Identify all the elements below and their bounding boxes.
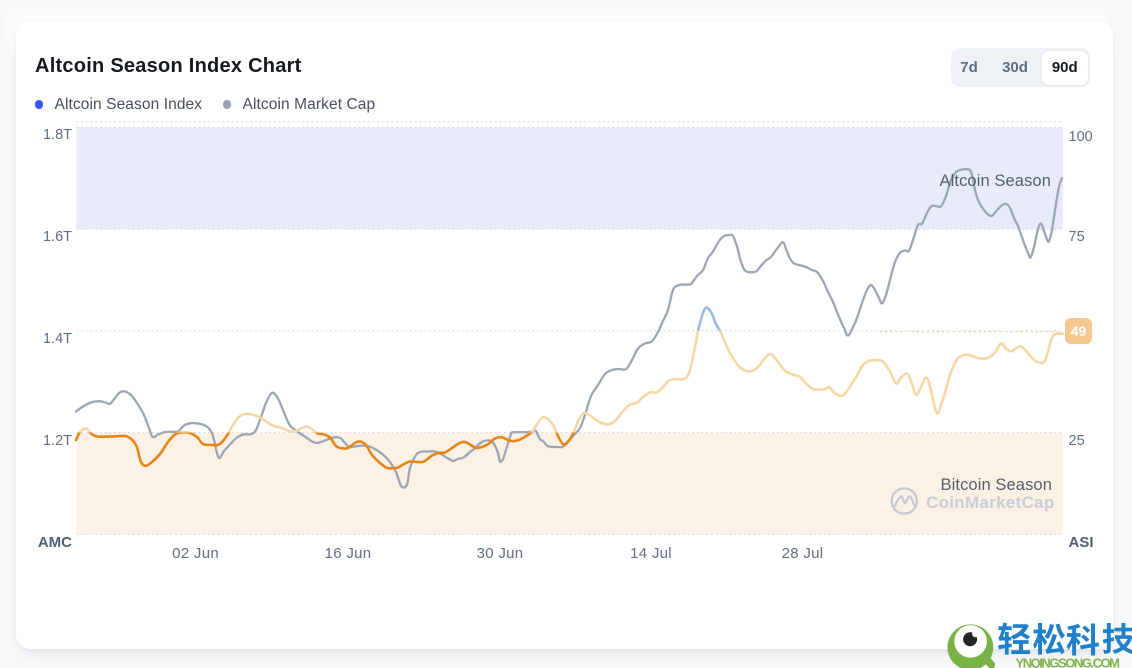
svg-text:YNQINGSONG.COM: YNQINGSONG.COM: [1016, 656, 1121, 668]
svg-text:49: 49: [1071, 323, 1087, 339]
